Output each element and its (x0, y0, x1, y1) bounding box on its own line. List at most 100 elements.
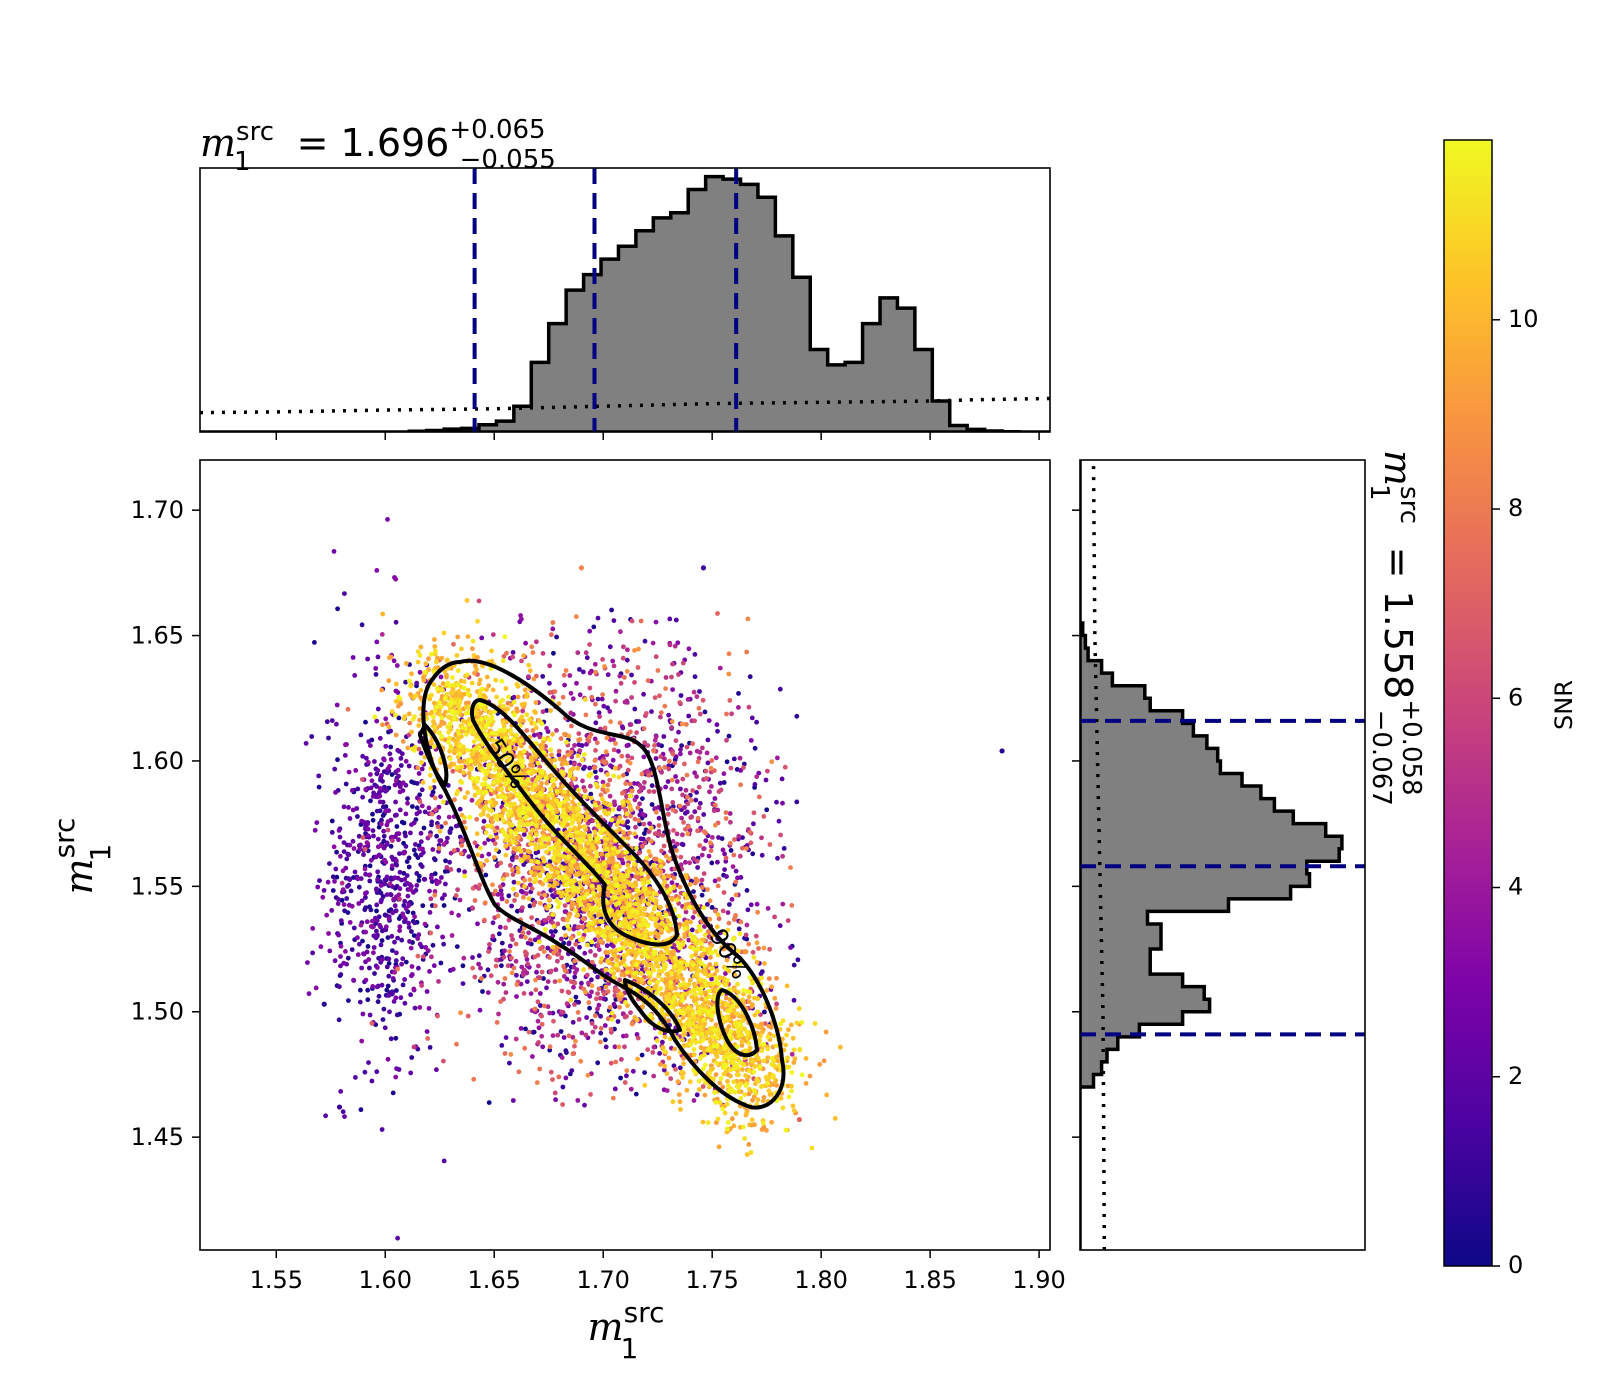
scatter-point (688, 815, 694, 820)
scatter-point (617, 977, 623, 983)
scatter-point (571, 761, 577, 767)
scatter-point (695, 759, 701, 765)
scatter-point (312, 827, 318, 833)
scatter-point (450, 966, 456, 972)
scatter-point (341, 840, 347, 845)
scatter-point (653, 654, 659, 660)
scatter-point (624, 1014, 629, 1019)
scatter-point (595, 1006, 600, 1012)
scatter-point (400, 780, 406, 786)
scatter-point (723, 810, 729, 815)
scatter-point (542, 918, 548, 923)
scatter-point (475, 655, 480, 660)
scatter-point (664, 883, 670, 889)
scatter-point (759, 835, 764, 841)
scatter-point (365, 826, 371, 832)
scatter-point (504, 899, 510, 904)
scatter-point (527, 668, 533, 674)
scatter-point (608, 1060, 614, 1066)
scatter-point (403, 833, 408, 839)
scatter-point (709, 1017, 714, 1023)
scatter-point (494, 747, 500, 753)
scatter-point (738, 919, 744, 925)
scatter-point (587, 642, 592, 647)
scatter-point (566, 941, 572, 947)
scatter-point (499, 940, 505, 946)
scatter-point (697, 749, 703, 755)
x-marginal-histogram (200, 174, 1050, 432)
scatter-point (471, 1076, 477, 1082)
scatter-point (508, 863, 513, 868)
scatter-point (735, 875, 740, 881)
scatter-point (492, 888, 498, 894)
scatter-point (560, 1084, 566, 1090)
scatter-point (508, 792, 513, 798)
scatter-point (397, 886, 403, 892)
scatter-point (675, 1079, 681, 1085)
scatter-point (432, 637, 437, 642)
scatter-point (368, 857, 374, 863)
scatter-point (645, 1047, 651, 1052)
scatter-point (575, 1098, 581, 1103)
scatter-point (724, 759, 730, 765)
scatter-point (406, 864, 412, 870)
scatter-point (640, 843, 645, 849)
scatter-point (388, 744, 394, 750)
scatter-point (751, 821, 756, 827)
scatter-point (447, 828, 453, 834)
top-panel-frame (199, 167, 1051, 433)
scatter-point (741, 761, 747, 767)
scatter-point (637, 801, 642, 807)
scatter-point (474, 816, 480, 822)
scatter-point (393, 908, 399, 914)
scatter-point (536, 963, 541, 969)
scatter-point (334, 721, 339, 727)
scatter-point (685, 697, 691, 702)
scatter-point (484, 687, 489, 692)
scatter-point (593, 748, 598, 753)
scatter-point (390, 1090, 396, 1096)
scatter-point (638, 836, 644, 842)
scatter-point (428, 930, 434, 936)
scatter-point (545, 979, 551, 984)
scatter-point (503, 686, 509, 691)
scatter-point (378, 883, 384, 888)
scatter-point (387, 751, 393, 757)
scatter-point (583, 989, 588, 995)
scatter-point (453, 893, 459, 898)
scatter-point (708, 840, 713, 846)
scatter-point (667, 616, 673, 622)
scatter-point (370, 984, 376, 989)
scatter-point (704, 776, 709, 781)
scatter-point (509, 955, 514, 961)
scatter-point (360, 1011, 366, 1017)
scatter-point (521, 832, 527, 837)
scatter-point (724, 874, 729, 879)
scatter-point (443, 709, 448, 715)
scatter-point (305, 960, 310, 965)
scatter-point (638, 618, 644, 624)
scatter-point (386, 724, 392, 730)
scatter-point (364, 755, 369, 761)
scatter-point (531, 902, 536, 908)
scatter-point (398, 763, 404, 768)
scatter-point (648, 838, 654, 844)
scatter-point (605, 949, 610, 955)
scatter-point (733, 892, 739, 898)
scatter-point (685, 794, 690, 800)
scatter-point (779, 776, 785, 782)
scatter-point (537, 991, 543, 996)
scatter-point (370, 817, 376, 823)
scatter-point (623, 1033, 629, 1039)
scatter-point (664, 1088, 670, 1093)
scatter-point (422, 921, 428, 927)
scatter-point (619, 972, 625, 978)
scatter-point (624, 855, 630, 860)
scatter-point (332, 766, 338, 772)
scatter-point (746, 1142, 752, 1147)
scatter-point (344, 856, 350, 862)
scatter-point (652, 806, 658, 811)
scatter-point (515, 708, 520, 714)
scatter-point (481, 692, 487, 698)
scatter-point (739, 1043, 745, 1048)
